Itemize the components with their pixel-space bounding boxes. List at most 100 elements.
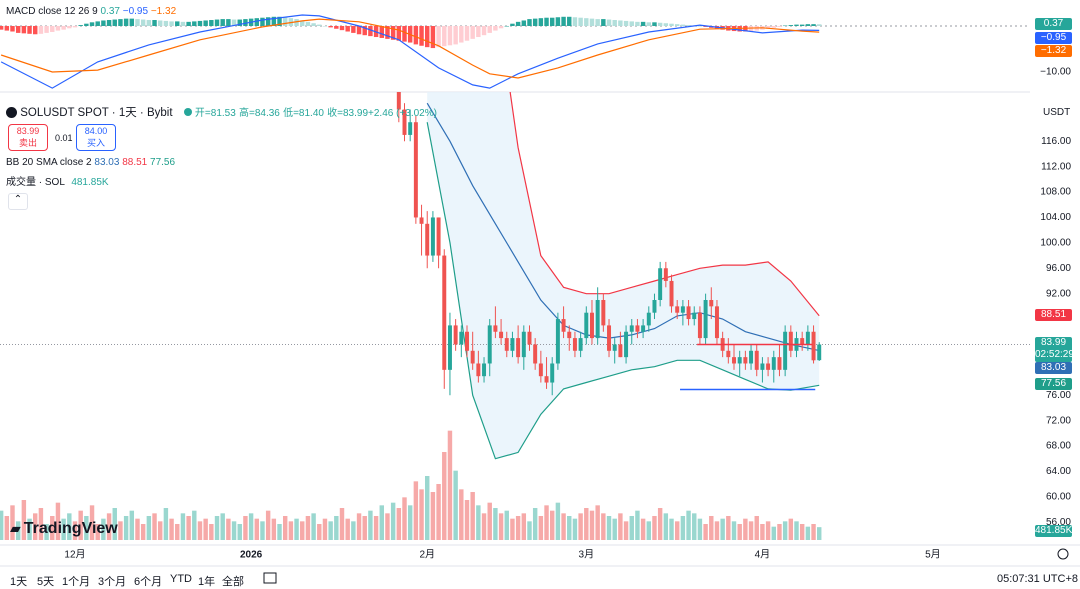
sell-button[interactable]: 83.99 卖出 [8,124,48,151]
settings-icon[interactable] [1057,548,1069,560]
macd-hist-bar [686,25,691,26]
bb-upper [509,92,820,317]
macd-hist-bar [464,25,470,41]
macd-hist-bar [15,25,21,33]
volume-bar [294,518,299,540]
macd-hist-bar [765,25,771,29]
range-button[interactable]: 3个月 [98,576,127,588]
macd-hist-bar [10,25,15,32]
macd-hist-bar [663,23,669,26]
currency: USDT [1043,107,1071,118]
range-button[interactable]: 全部 [222,576,244,588]
candle-body [482,363,487,377]
volume-bar [436,484,441,540]
volume-bar [538,516,544,540]
volume-bar [226,518,231,540]
volume-bar [146,516,152,540]
macd-hist-bar [50,25,55,32]
macd-hist-bar [436,25,441,48]
volume-bar [379,505,384,540]
macd-hist-bar [595,19,600,26]
macd-hist-bar [817,24,822,26]
candle-body [760,363,765,370]
y-tick-label: 76.00 [1046,390,1071,401]
volume-bar [527,521,532,540]
volume-bar [657,508,663,540]
volume-bar [328,521,333,540]
y-tick-label: 112.00 [1041,161,1071,172]
range-button[interactable]: YTD [170,573,192,585]
macd-hist-bar [606,19,612,26]
macd-hist-bar [317,24,322,26]
volume-bar [623,521,629,540]
range-button[interactable]: 5天 [37,576,55,588]
range-button[interactable]: 1年 [198,576,216,588]
volume-bar [50,516,55,540]
sell-price: 83.99 [16,126,40,136]
range-button[interactable]: 1天 [10,576,28,588]
volume-bar [55,502,61,540]
volume-bar [123,516,129,540]
volume-bar [61,518,66,540]
range-button[interactable]: 1个月 [62,576,91,588]
macd-tag: −0.95 [1035,32,1072,44]
macd-hist-bar [84,23,89,26]
macd-hist-bar [379,25,384,38]
macd-hist-bar [703,25,708,27]
volume-bar [470,492,475,540]
volume-bar [476,505,481,540]
macd-hist-bar [481,25,487,36]
candle-body [618,344,623,358]
signal-tag: −1.32 [1035,45,1072,57]
macd-hist-bar [623,20,629,26]
x-tick-label: 12月 [64,549,85,561]
range-button[interactable]: 6个月 [134,576,163,588]
volume-bar [589,510,595,540]
macd-hist-bar [788,25,794,26]
volume-bar [118,521,123,540]
candle-body [453,325,458,345]
macd-hist-bar [527,19,532,26]
macd-hist-bar [674,24,680,26]
price-tag-value: 83.99 [1040,337,1067,348]
volume-bar [487,502,492,540]
macd-hist-bar [657,22,663,26]
macd-hist-bar [368,25,373,37]
volume-bar [453,470,458,540]
candle-body [476,363,481,377]
macd-hist-bar [777,25,782,27]
candle-body [510,338,515,351]
macd-hist-bar [646,22,652,26]
macd-hist-bar [123,18,129,26]
macd-hist-bar [260,17,265,26]
collapse-button[interactable]: ⌃ [8,193,28,210]
volume-bar [112,508,117,540]
y-tick-label: 72.00 [1046,415,1071,426]
candle-body [652,300,657,313]
macd-hist-bar [799,24,805,26]
candle-body [396,92,401,110]
candle-body [697,312,702,339]
buy-price: 84.00 [84,126,108,136]
ohlc-close: 收=83.99 [327,108,369,119]
date-range-icon[interactable] [263,572,277,584]
y-tick-label: 64.00 [1046,466,1071,477]
candle-body [800,338,805,345]
volume-bar [532,508,538,540]
volume-bar [799,524,805,540]
candle-body [749,350,754,364]
buy-button[interactable]: 84.00 买入 [76,124,116,151]
candle-body [544,376,549,383]
candle-body [646,312,651,326]
candle-body [743,357,748,364]
macd-hist-bar [231,19,237,26]
volume-bar [754,516,759,540]
candle-body [777,357,782,370]
volume-bar [351,521,356,540]
macd-hist-bar [487,25,492,33]
volume-bar [129,510,135,540]
candle-body [442,255,447,370]
volume-bar [686,510,691,540]
volume-bar [197,521,203,540]
